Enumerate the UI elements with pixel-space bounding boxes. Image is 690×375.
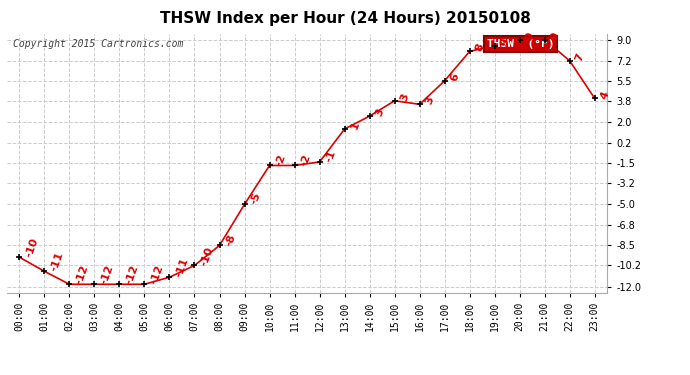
Text: 3: 3 (374, 107, 386, 118)
Text: -11: -11 (174, 256, 190, 279)
Text: -12: -12 (124, 264, 140, 286)
Text: 4: 4 (599, 89, 611, 100)
Text: 9: 9 (524, 31, 536, 41)
Text: Copyright 2015 Cartronics.com: Copyright 2015 Cartronics.com (13, 39, 184, 49)
Text: -11: -11 (49, 251, 65, 273)
Text: 8: 8 (474, 42, 486, 53)
Text: 3: 3 (424, 96, 436, 106)
Text: -12: -12 (74, 264, 90, 286)
Text: THSW  (°F): THSW (°F) (487, 39, 555, 49)
Text: -10: -10 (24, 237, 40, 259)
Text: 9: 9 (499, 36, 511, 47)
Text: -12: -12 (149, 264, 165, 286)
Text: THSW Index per Hour (24 Hours) 20150108: THSW Index per Hour (24 Hours) 20150108 (159, 11, 531, 26)
Text: -12: -12 (99, 264, 115, 286)
Text: 9: 9 (549, 31, 561, 41)
Text: -10: -10 (199, 245, 215, 267)
Text: -5: -5 (249, 191, 263, 206)
Text: -8: -8 (224, 232, 237, 247)
Text: 6: 6 (449, 72, 461, 82)
Text: -2: -2 (299, 152, 313, 167)
Text: 3: 3 (399, 92, 411, 102)
Text: -2: -2 (274, 152, 288, 167)
Text: 7: 7 (574, 52, 586, 63)
Text: -1: -1 (324, 148, 337, 164)
Text: 1: 1 (349, 120, 361, 131)
